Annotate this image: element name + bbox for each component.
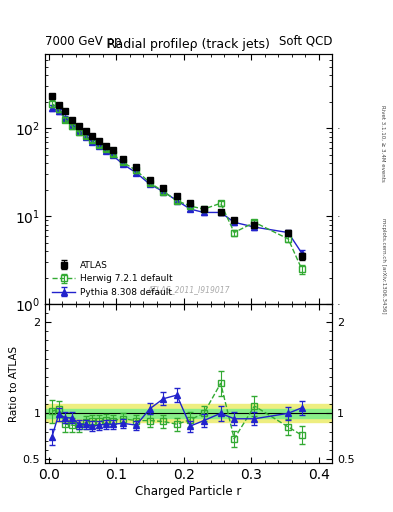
Bar [45, 409, 332, 418]
Text: Rivet 3.1.10, ≥ 3.4M events: Rivet 3.1.10, ≥ 3.4M events [381, 105, 386, 182]
Text: ATLAS_2011_I919017: ATLAS_2011_I919017 [147, 285, 230, 294]
Title: Radial profileρ (track jets): Radial profileρ (track jets) [107, 38, 270, 51]
Text: mcplots.cern.ch [arXiv:1306.3436]: mcplots.cern.ch [arXiv:1306.3436] [381, 219, 386, 314]
X-axis label: Charged Particle r: Charged Particle r [136, 485, 242, 498]
Legend: ATLAS, Herwig 7.2.1 default, Pythia 8.308 default: ATLAS, Herwig 7.2.1 default, Pythia 8.30… [50, 258, 175, 300]
Text: 7000 GeV pp: 7000 GeV pp [45, 35, 122, 48]
Y-axis label: Ratio to ATLAS: Ratio to ATLAS [9, 346, 18, 422]
Bar [45, 404, 332, 422]
Text: Soft QCD: Soft QCD [279, 35, 332, 48]
